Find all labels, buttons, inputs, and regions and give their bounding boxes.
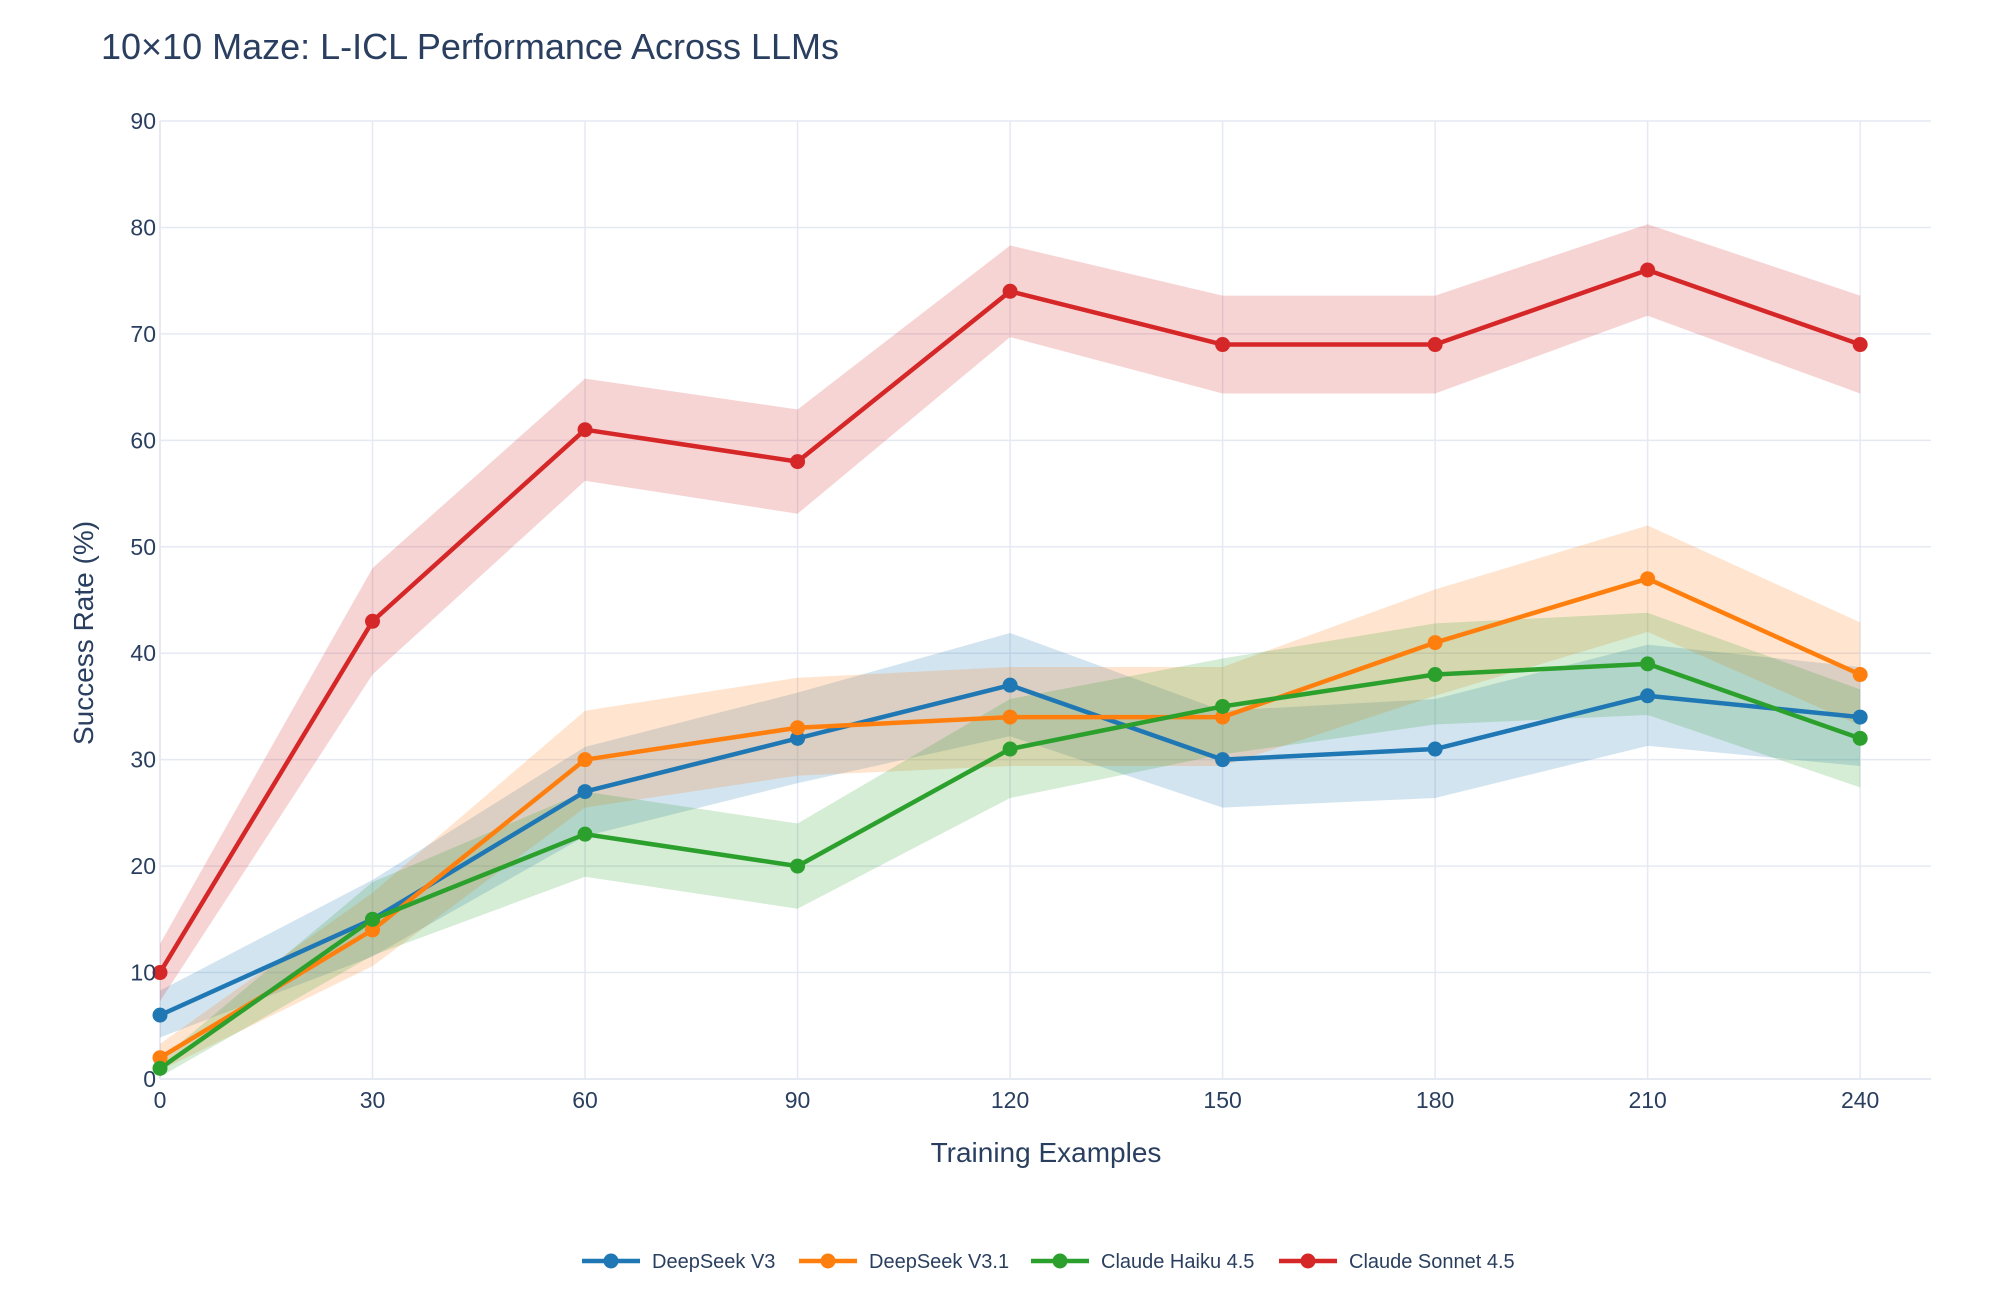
legend-marker bbox=[1300, 1253, 1316, 1269]
legend-label: DeepSeek V3.1 bbox=[869, 1251, 1009, 1273]
legend-item-0[interactable]: DeepSeek V3 bbox=[582, 1251, 775, 1273]
y-axis-label: Success Rate (%) bbox=[68, 521, 99, 745]
x-axis-label: Training Examples bbox=[931, 1137, 1162, 1168]
legend-marker bbox=[820, 1253, 836, 1269]
x-tick-label: 180 bbox=[1416, 1087, 1454, 1113]
data-point bbox=[365, 922, 381, 938]
y-tick-label: 30 bbox=[130, 747, 156, 773]
x-tick-label: 150 bbox=[1203, 1087, 1241, 1113]
data-point bbox=[790, 858, 806, 874]
legend-item-1[interactable]: DeepSeek V3.1 bbox=[799, 1251, 1009, 1273]
y-tick-label: 60 bbox=[130, 427, 156, 453]
confidence-band-3 bbox=[160, 224, 1861, 1002]
x-tick-label: 30 bbox=[360, 1087, 386, 1113]
data-point bbox=[365, 911, 381, 927]
data-point bbox=[152, 1060, 168, 1076]
y-axis-ticks: 0 10 20 30 40 50 60 70 80 90 bbox=[130, 108, 156, 1092]
data-point bbox=[1427, 741, 1443, 757]
data-point bbox=[577, 784, 593, 800]
data-point bbox=[1215, 337, 1231, 353]
data-point bbox=[1002, 677, 1018, 693]
data-point bbox=[1002, 741, 1018, 757]
x-axis-ticks: 0 30 60 90 120 150 180 210 240 bbox=[154, 1087, 1880, 1113]
y-tick-label: 50 bbox=[130, 534, 156, 560]
data-point bbox=[1640, 262, 1656, 278]
data-point bbox=[152, 1007, 168, 1023]
y-tick-label: 70 bbox=[130, 321, 156, 347]
data-point bbox=[577, 752, 593, 768]
chart-title: 10×10 Maze: L-ICL Performance Across LLM… bbox=[101, 26, 839, 67]
data-point bbox=[790, 720, 806, 736]
data-point bbox=[1427, 667, 1443, 683]
legend-label: DeepSeek V3 bbox=[652, 1251, 775, 1273]
data-point bbox=[1215, 709, 1231, 725]
data-point bbox=[365, 613, 381, 629]
legend-label: Claude Sonnet 4.5 bbox=[1349, 1251, 1515, 1273]
y-tick-label: 20 bbox=[130, 853, 156, 879]
data-point bbox=[1427, 635, 1443, 651]
data-point bbox=[152, 1050, 168, 1066]
data-point bbox=[152, 965, 168, 981]
data-point bbox=[577, 826, 593, 842]
data-point bbox=[1852, 337, 1868, 353]
legend-item-3[interactable]: Claude Sonnet 4.5 bbox=[1279, 1251, 1515, 1273]
data-point bbox=[1640, 656, 1656, 672]
data-point bbox=[1427, 337, 1443, 353]
data-point bbox=[790, 454, 806, 470]
data-point bbox=[1640, 571, 1656, 587]
data-point bbox=[1215, 698, 1231, 714]
x-tick-label: 60 bbox=[572, 1087, 598, 1113]
x-tick-label: 0 bbox=[154, 1087, 167, 1113]
x-tick-label: 120 bbox=[991, 1087, 1029, 1113]
x-tick-label: 240 bbox=[1841, 1087, 1879, 1113]
legend[interactable]: DeepSeek V3 DeepSeek V3.1 Claude Haiku 4.5… bbox=[582, 1251, 1515, 1273]
y-tick-label: 90 bbox=[130, 108, 156, 134]
legend-marker bbox=[603, 1253, 619, 1269]
legend-item-2[interactable]: Claude Haiku 4.5 bbox=[1031, 1251, 1254, 1273]
data-point bbox=[1002, 283, 1018, 299]
confidence-band-1 bbox=[160, 525, 1861, 1071]
legend-label: Claude Haiku 4.5 bbox=[1101, 1251, 1254, 1273]
confidence-band-0 bbox=[160, 632, 1861, 1038]
x-tick-label: 90 bbox=[785, 1087, 811, 1113]
data-point bbox=[1215, 752, 1231, 768]
data-point bbox=[1852, 667, 1868, 683]
y-tick-label: 80 bbox=[130, 214, 156, 240]
x-tick-label: 210 bbox=[1628, 1087, 1666, 1113]
y-tick-label: 0 bbox=[143, 1066, 156, 1092]
y-tick-label: 10 bbox=[130, 960, 156, 986]
data-point bbox=[1002, 709, 1018, 725]
legend-marker bbox=[1052, 1253, 1068, 1269]
data-point bbox=[1640, 688, 1656, 704]
y-tick-label: 40 bbox=[130, 640, 156, 666]
data-point bbox=[790, 730, 806, 746]
data-point bbox=[1852, 709, 1868, 725]
data-point bbox=[577, 422, 593, 438]
data-points bbox=[152, 262, 1868, 1076]
data-point bbox=[1852, 730, 1868, 746]
